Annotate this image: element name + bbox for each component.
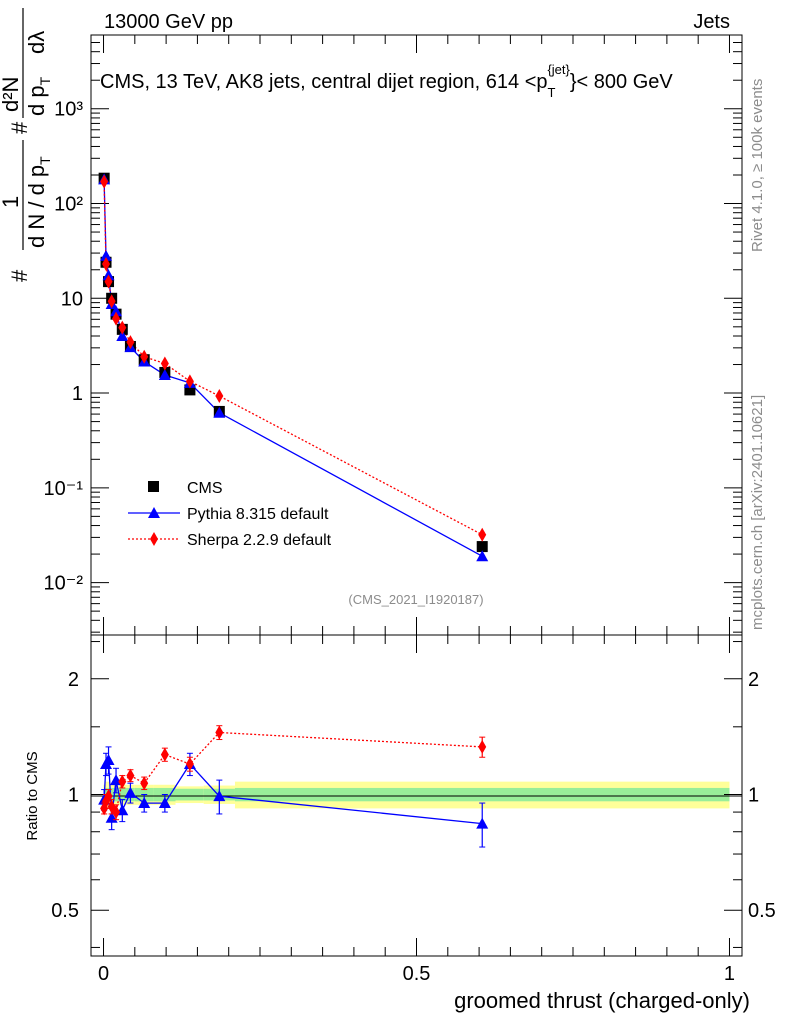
main-y-tick-label: 10³ [54, 99, 83, 121]
legend-marker-sherpa [150, 532, 158, 546]
main-point-sherpa [185, 374, 194, 389]
legend-label-cms: CMS [187, 480, 223, 497]
ratio-panel: 0.5 0.5 1 1 2 2 0 0.5 1 Ratio to CMS groomed thr… [24, 634, 776, 1013]
ratio-point-sherpa [112, 805, 121, 820]
ratio-tick-labels: 0.5 0.5 1 1 2 2 0 0.5 1 [51, 669, 776, 985]
main-ticks [91, 34, 742, 635]
ratio-point-pythia [213, 790, 226, 802]
main-point-pythia [116, 330, 129, 342]
ratio-y-tick-label: 2 [68, 669, 79, 691]
main-point-pythia [158, 369, 171, 381]
mcplots-label: mcplots.cern.ch [arXiv:2401.10621] [749, 395, 766, 630]
x-axis-label: groomed thrust (charged-only) [454, 988, 750, 1013]
main-point-sherpa [140, 349, 149, 364]
x-tick-label: 0 [98, 963, 109, 985]
ratio-point-pythia [102, 753, 115, 765]
ratio-band-inner [109, 787, 114, 802]
main-point-sherpa [118, 320, 127, 335]
main-y-tick-label: 1 [72, 383, 83, 405]
x-tick-label: 0.5 [403, 963, 431, 985]
category-label: Jets [693, 11, 730, 33]
main-point-cms [476, 541, 488, 553]
ylabel-denominator: d N / d pT [24, 156, 53, 248]
ratio-ticks [91, 635, 742, 956]
main-point-sherpa [100, 174, 109, 189]
main-y-tick-labels: 10⁻² 10⁻¹ 1 10 10² 10³ [44, 99, 84, 595]
legend-marker-cms [148, 481, 159, 492]
ylabel-one: 1 [0, 196, 23, 208]
ylabel-dpt: d pT [24, 76, 53, 116]
ratio-band-inner [118, 787, 127, 802]
ratio-point-pythia [138, 797, 151, 809]
ratio-uncertainty-bands [103, 781, 730, 809]
main-y-tick-label: 10⁻² [44, 573, 84, 595]
main-y-axis-label: # 1 d N / d pT # d²N d pT dλ [0, 8, 53, 282]
main-data-marks [98, 172, 489, 562]
ratio-point-sherpa [126, 768, 135, 783]
ratio-point-sherpa [185, 757, 194, 772]
ratio-point-pythia [124, 786, 137, 798]
main-point-pythia [213, 406, 226, 418]
main-point-cms [184, 384, 196, 396]
ratio-point-sherpa [215, 725, 224, 740]
ratio-y-tick-label-right: 1 [748, 784, 759, 806]
energy-label: 13000 GeV pp [104, 11, 233, 33]
ylabel-hash2: # [7, 121, 32, 134]
main-point-sherpa [126, 335, 135, 350]
legend: CMS Pythia 8.315 default Sherpa 2.2.9 de… [128, 480, 332, 549]
rivet-label: Rivet 4.1.0, ≥ 100k events [749, 79, 766, 252]
main-panel: 10⁻² 10⁻¹ 1 10 10² 10³ # 1 d N / d pT # d²N d… [0, 8, 743, 636]
main-point-sherpa [478, 527, 487, 542]
legend-label-pythia: Pythia 8.315 default [187, 506, 329, 523]
legend-label-sherpa: Sherpa 2.2.9 default [187, 532, 332, 549]
main-y-tick-label: 10 [61, 288, 83, 310]
main-y-tick-label: 10⁻¹ [44, 478, 84, 500]
main-point-pythia [476, 550, 489, 562]
ratio-band-inner [234, 787, 730, 802]
main-point-sherpa [215, 389, 224, 404]
main-point-sherpa [104, 274, 113, 289]
ratio-y-tick-label-right: 2 [748, 669, 759, 691]
ratio-band-inner [113, 787, 119, 802]
ratio-y-tick-label: 1 [68, 784, 79, 806]
plot-title: CMS, 13 TeV, AK8 jets, central dijet reg… [100, 62, 673, 100]
legend-marker-pythia [148, 507, 160, 518]
ylabel-hash: # [7, 269, 32, 282]
ratio-y-tick-label: 0.5 [51, 900, 79, 922]
ratio-point-sherpa [160, 747, 169, 762]
ratio-point-pythia [158, 797, 171, 809]
ratio-point-sherpa [140, 776, 149, 791]
main-point-pythia [100, 249, 113, 261]
ratio-y-axis-label: Ratio to CMS [24, 751, 41, 840]
ratio-data-marks [98, 725, 489, 848]
main-point-pythia [110, 305, 123, 317]
main-point-sherpa [160, 356, 169, 371]
ratio-band-inner [175, 788, 204, 801]
ratio-y-tick-label-right: 0.5 [748, 900, 776, 922]
analysis-watermark: (CMS_2021_I1920187) [348, 592, 483, 607]
ratio-point-sherpa [478, 739, 487, 754]
main-point-sherpa [107, 294, 116, 309]
ylabel-d2n: d²N [0, 77, 23, 112]
main-point-sherpa [112, 311, 121, 326]
main-series-line-sherpa [103, 181, 483, 536]
main-point-sherpa [102, 257, 111, 272]
ylabel-dlambda: dλ [24, 31, 49, 54]
ratio-point-pythia [476, 817, 489, 829]
ratio-point-sherpa [118, 774, 127, 789]
x-tick-label: 1 [724, 963, 735, 985]
main-y-tick-label: 10² [54, 194, 83, 216]
